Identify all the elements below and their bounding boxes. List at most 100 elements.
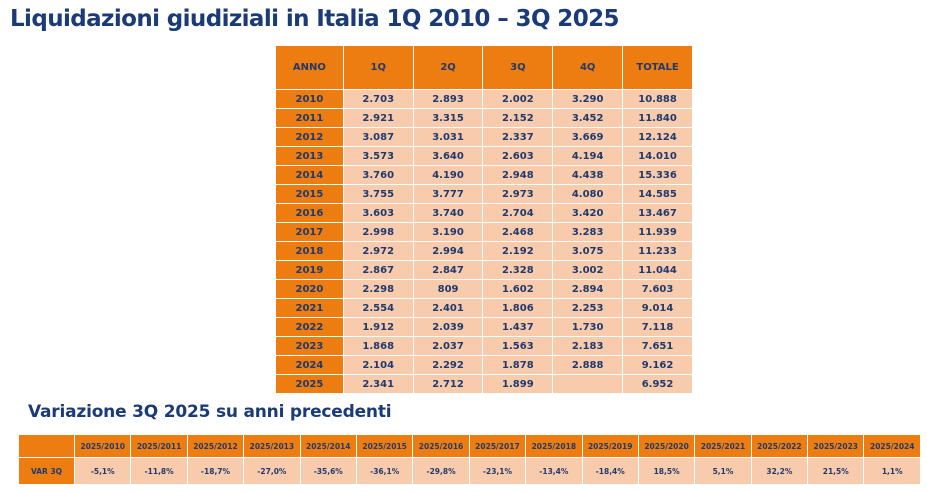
cell-q2: 3.740 [412,203,484,223]
variation-header-cell: 2025/2018 [525,434,583,458]
cell-q4: 4.438 [552,165,624,185]
variation-header-cell: 2025/2010 [73,434,132,458]
table-row: 2019 2.867 2.847 2.328 3.002 11.044 [275,260,693,280]
variation-value-cell: -11,8% [130,457,188,485]
cell-year: 2024 [275,355,344,375]
table-row: 2014 3.760 4.190 2.948 4.438 15.336 [275,165,693,185]
variation-header-cell: 2025/2020 [637,434,696,458]
variation-value-cell: -13,4% [525,457,583,485]
cell-total: 13.467 [622,203,693,223]
cell-q1: 3.087 [342,127,414,147]
table-row: 2015 3.755 3.777 2.973 4.080 14.585 [275,184,693,204]
header-3q: 3Q [482,45,554,90]
header-totale: TOTALE [622,45,693,90]
cell-total: 7.603 [622,279,693,299]
cell-q2: 2.994 [412,241,484,261]
cell-q2: 3.640 [412,146,484,166]
cell-q2: 2.037 [412,336,484,356]
cell-q2: 2.847 [412,260,484,280]
variation-header-cell: 2025/2013 [243,434,301,458]
variation-header-cell: 2025/2017 [468,434,527,458]
variation-header-cell: 2025/2023 [807,434,865,458]
cell-q4: 4.080 [552,184,624,204]
cell-q4: 1.730 [552,317,624,337]
cell-q3: 2.973 [482,184,554,204]
variation-value-cell: -36,1% [355,457,414,485]
variation-header-cell: 2025/2022 [750,434,809,458]
cell-year: 2022 [275,317,344,337]
table-row: 2016 3.603 3.740 2.704 3.420 13.467 [275,203,693,223]
cell-year: 2020 [275,279,344,299]
cell-year: 2015 [275,184,344,204]
cell-q1: 2.104 [342,355,414,375]
header-anno: ANNO [275,45,344,90]
variation-value-cell: -35,6% [299,457,357,485]
variation-header-cell: 2025/2014 [299,434,357,458]
cell-total: 12.124 [622,127,693,147]
cell-q2: 809 [412,279,484,299]
variation-value-cell: 21,5% [807,457,865,485]
cell-q1: 3.603 [342,203,414,223]
table-row: 2023 1.868 2.037 1.563 2.183 7.651 [275,336,693,356]
variation-value-cell: -18,4% [581,457,639,485]
cell-q2: 4.190 [412,165,484,185]
table-row: 2022 1.912 2.039 1.437 1.730 7.118 [275,317,693,337]
cell-total: 9.014 [622,298,693,318]
cell-year: 2011 [275,108,344,128]
cell-q4: 3.669 [552,127,624,147]
cell-q1: 2.554 [342,298,414,318]
variation-header-row: 2025/2010 2025/2011 2025/2012 2025/2013 2025… [18,434,921,458]
table-body: 2010 2.703 2.893 2.002 3.290 10.888 2011 2.921 3… [275,89,693,394]
table-row: 2024 2.104 2.292 1.878 2.888 9.162 [275,355,693,375]
cell-q1: 2.703 [342,89,414,109]
cell-q4: 2.183 [552,336,624,356]
cell-total: 10.888 [622,89,693,109]
cell-year: 2025 [275,374,344,394]
cell-year: 2019 [275,260,344,280]
cell-total: 7.118 [622,317,693,337]
table-row: 2020 2.298 809 1.602 2.894 7.603 [275,279,693,299]
cell-q1: 3.760 [342,165,414,185]
cell-q4: 4.194 [552,146,624,166]
cell-q4: 3.002 [552,260,624,280]
cell-q4 [552,374,624,394]
variation-value-cell: -27,0% [243,457,301,485]
cell-year: 2014 [275,165,344,185]
cell-q1: 2.298 [342,279,414,299]
cell-q3: 1.563 [482,336,554,356]
variation-value-row: VAR 3Q -5,1% -11,8% -18,7% -27,0% -35,6% -36,… [18,457,921,485]
variation-header-cell: 2025/2021 [694,434,752,458]
variation-value-cell: -5,1% [73,457,132,485]
cell-q2: 3.777 [412,184,484,204]
table-row: 2017 2.998 3.190 2.468 3.283 11.939 [275,222,693,242]
cell-q4: 3.075 [552,241,624,261]
cell-q2: 3.315 [412,108,484,128]
cell-year: 2012 [275,127,344,147]
cell-total: 11.044 [622,260,693,280]
header-2q: 2Q [412,45,484,90]
cell-q1: 2.921 [342,108,414,128]
cell-q3: 1.602 [482,279,554,299]
cell-q4: 3.452 [552,108,624,128]
variation-header-cell: 2025/2012 [186,434,245,458]
cell-q4: 2.888 [552,355,624,375]
cell-total: 15.336 [622,165,693,185]
cell-q1: 1.868 [342,336,414,356]
cell-q4: 3.283 [552,222,624,242]
table-row: 2010 2.703 2.893 2.002 3.290 10.888 [275,89,693,109]
cell-q3: 2.328 [482,260,554,280]
cell-q1: 2.341 [342,374,414,394]
cell-q3: 2.468 [482,222,554,242]
header-1q: 1Q [342,45,414,90]
cell-q2: 2.039 [412,317,484,337]
variation-value-cell: 5,1% [694,457,752,485]
variation-row-label: VAR 3Q [18,457,75,485]
cell-q3: 2.948 [482,165,554,185]
cell-q1: 3.755 [342,184,414,204]
cell-q3: 1.437 [482,317,554,337]
cell-year: 2013 [275,146,344,166]
cell-q3: 1.806 [482,298,554,318]
header-4q: 4Q [552,45,624,90]
cell-year: 2023 [275,336,344,356]
cell-year: 2010 [275,89,344,109]
